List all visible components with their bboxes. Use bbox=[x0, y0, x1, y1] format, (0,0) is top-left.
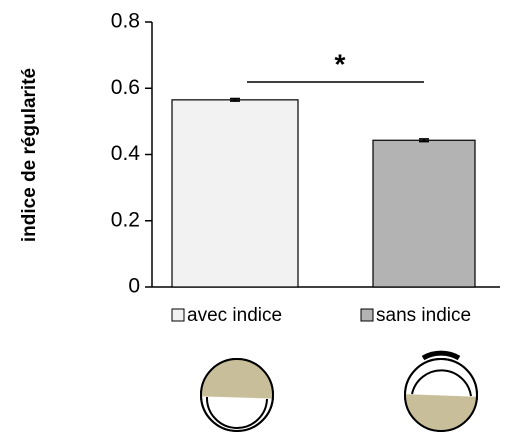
y-tick-label: 0.2 bbox=[111, 208, 140, 231]
y-tick-label: 0.4 bbox=[111, 142, 141, 165]
significance-marker: * bbox=[335, 48, 346, 79]
y-tick-label: 0 bbox=[128, 275, 140, 298]
y-axis-label: indice de régularité bbox=[19, 68, 40, 242]
x-tick-label: sans indice bbox=[376, 305, 471, 326]
legend-swatch bbox=[360, 308, 374, 322]
error-bar bbox=[419, 138, 429, 143]
y-tick-label: 0.8 bbox=[111, 10, 140, 33]
bar bbox=[171, 99, 299, 288]
x-tick-label: avec indice bbox=[187, 305, 282, 326]
y-tick-label: 0.6 bbox=[111, 76, 140, 99]
error-bar bbox=[230, 97, 240, 102]
legend-swatch bbox=[171, 308, 185, 322]
icon-with-cue bbox=[200, 358, 274, 432]
icon-without-cue bbox=[404, 350, 478, 432]
bar bbox=[372, 139, 476, 288]
